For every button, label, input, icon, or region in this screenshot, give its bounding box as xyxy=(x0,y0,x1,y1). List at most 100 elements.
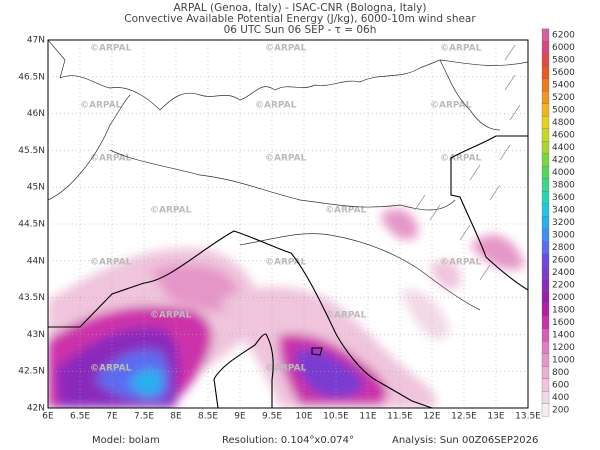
borders xyxy=(48,40,528,311)
colorbar-label: 5600 xyxy=(552,68,575,78)
watermark: ©ARPAL xyxy=(90,258,132,268)
colorbar-label: 800 xyxy=(552,368,569,378)
colorbar-swatch xyxy=(541,128,550,142)
colorbar-label: 4600 xyxy=(552,131,575,141)
lat-tick-label: 44.5N xyxy=(18,220,45,230)
colorbar-swatch xyxy=(541,153,550,167)
lon-tick-label: 13E xyxy=(487,412,504,422)
colorbar-swatch xyxy=(541,266,550,279)
header-line: 06 UTC Sun 06 SEP - τ = 06h xyxy=(224,24,377,36)
colorbar-swatch xyxy=(541,228,550,242)
colorbar-swatch xyxy=(541,216,550,229)
colorbar-label: 3200 xyxy=(552,218,575,228)
colorbar-swatch xyxy=(541,66,550,79)
colorbar-swatch xyxy=(541,166,550,179)
lat-tick-label: 45N xyxy=(27,183,45,193)
watermark: ©ARPAL xyxy=(265,258,307,268)
lon-tick-label: 7E xyxy=(106,412,118,422)
lat-tick-label: 42N xyxy=(27,404,45,414)
colorbar-label: 3400 xyxy=(552,206,575,216)
lon-tick-label: 6.5E xyxy=(70,412,90,422)
colorbar-swatch xyxy=(541,378,550,392)
lat-tick-label: 46.5N xyxy=(18,72,45,82)
map: ©ARPAL ©ARPAL ©ARPAL ©ARPAL ©ARPAL ©ARPAL ©ARP… xyxy=(48,40,528,408)
colorbar-label: 4000 xyxy=(552,168,575,178)
colorbar-swatch xyxy=(541,53,550,67)
lat-tick-label: 45.5N xyxy=(18,146,45,156)
lon-tick-label: 8.5E xyxy=(198,412,218,422)
lat-tick-label: 46N xyxy=(27,109,45,119)
watermark: ©ARPAL xyxy=(90,154,132,164)
colorbar-swatch xyxy=(541,41,550,54)
colorbar-swatch xyxy=(541,178,550,192)
colorbar-label: 2600 xyxy=(552,256,575,266)
colorbar-label: 6200 xyxy=(552,31,575,41)
watermark: ©ARPAL xyxy=(440,154,482,164)
watermark: ©ARPAL xyxy=(150,311,192,321)
colorbar-swatch xyxy=(541,203,550,217)
graticule xyxy=(48,40,528,408)
lon-tick-label: 9.5E xyxy=(262,412,282,422)
colorbar-label: 5400 xyxy=(552,81,575,91)
colorbar-swatch xyxy=(541,78,550,92)
watermark: ©ARPAL xyxy=(90,44,132,54)
colorbar-label: 2800 xyxy=(552,243,575,253)
colorbar-swatch xyxy=(541,91,550,104)
footer-analysis: Analysis: Sun 00Z06SEP2026 xyxy=(392,435,538,446)
lat-tick-label: 42.5N xyxy=(18,367,45,377)
colorbar-swatch xyxy=(541,241,550,254)
lat-tick-label: 43N xyxy=(27,330,45,340)
watermark: ©ARPAL xyxy=(440,258,482,268)
colorbar-label: 1600 xyxy=(552,318,575,328)
colorbar-swatch xyxy=(541,328,550,342)
colorbar-label: 3600 xyxy=(552,193,575,203)
lon-tick-label: 12.5E xyxy=(451,412,477,422)
lat-tick-label: 44N xyxy=(27,256,45,266)
colorbar-swatch xyxy=(541,303,550,317)
lon-tick-label: 6E xyxy=(42,412,54,422)
watermark: ©ARPAL xyxy=(265,44,307,54)
colorbar: 200 400 600 800 1000 1200 1400 1600 1800 2000 2200… xyxy=(541,28,575,417)
colorbar-label: 1000 xyxy=(552,356,575,366)
colorbar-label: 400 xyxy=(552,393,569,403)
colorbar-swatch xyxy=(541,253,550,267)
lon-tick-label: 11.5E xyxy=(387,412,413,422)
colorbar-label: 600 xyxy=(552,381,569,391)
colorbar-label: 1800 xyxy=(552,306,575,316)
watermark: ©ARPAL xyxy=(265,364,307,374)
colorbar-label: 5800 xyxy=(552,56,575,66)
colorbar-swatch xyxy=(541,191,550,204)
colorbar-label: 4200 xyxy=(552,156,575,166)
colorbar-label: 200 xyxy=(552,406,569,416)
colorbar-label: 3800 xyxy=(552,181,575,191)
colorbar-label: 1400 xyxy=(552,331,575,341)
colorbar-label: 6000 xyxy=(552,43,575,53)
watermark: ©ARPAL xyxy=(440,44,482,54)
watermark: ©ARPAL xyxy=(325,206,367,216)
colorbar-swatch xyxy=(541,403,550,417)
colorbar-swatch xyxy=(541,366,550,379)
colorbar-swatch xyxy=(541,353,550,367)
colorbar-swatch xyxy=(541,341,550,354)
lon-tick-label: 13.5E xyxy=(515,412,541,422)
lon-tick-label: 9E xyxy=(234,412,246,422)
colorbar-swatch xyxy=(541,116,550,129)
watermark: ©ARPAL xyxy=(150,206,192,216)
cape-field xyxy=(48,208,525,408)
colorbar-label: 5200 xyxy=(552,93,575,103)
colorbar-swatch xyxy=(541,391,550,404)
lon-tick-label: 12E xyxy=(423,412,440,422)
lon-tick-label: 10.5E xyxy=(323,412,349,422)
footer-model: Model: bolam xyxy=(92,435,160,446)
lon-tick-label: 7.5E xyxy=(134,412,154,422)
colorbar-label: 3000 xyxy=(552,231,575,241)
colorbar-label: 2000 xyxy=(552,293,575,303)
coastlines xyxy=(48,135,528,408)
colorbar-swatch xyxy=(541,316,550,329)
wind-barbs xyxy=(414,44,521,281)
lon-tick-label: 10E xyxy=(295,412,312,422)
colorbar-label: 1200 xyxy=(552,343,575,353)
header-line: Convective Available Potential Energy (J… xyxy=(124,13,476,25)
colorbar-swatch xyxy=(541,141,550,154)
